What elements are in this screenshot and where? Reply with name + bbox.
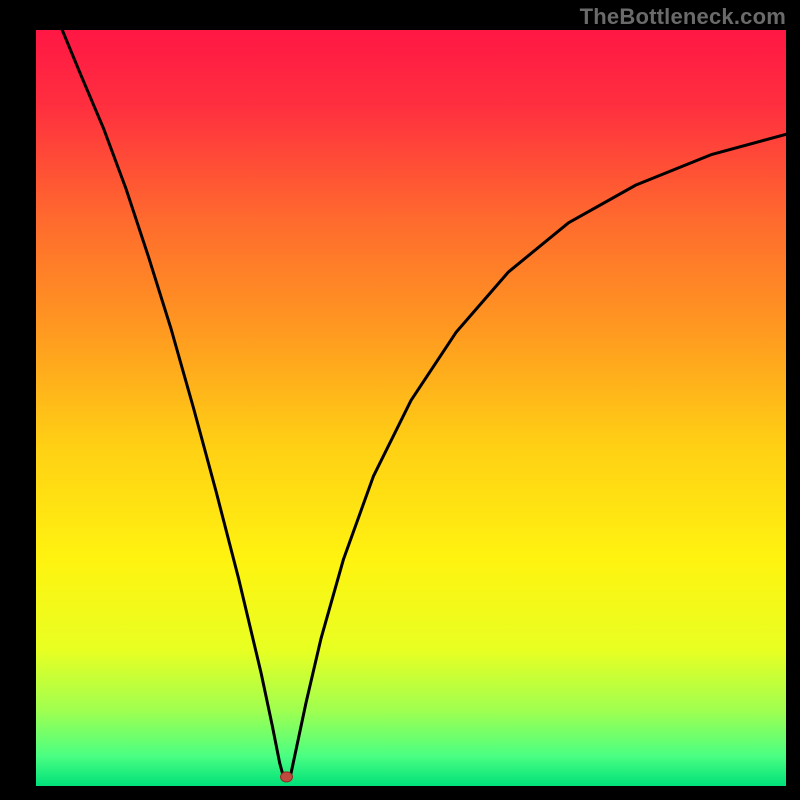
watermark-text: TheBottleneck.com	[580, 4, 786, 30]
optimal-point-marker	[281, 772, 293, 782]
chart-background-gradient	[36, 30, 786, 786]
chart-stage: TheBottleneck.com	[0, 0, 800, 800]
bottleneck-chart	[0, 0, 800, 800]
